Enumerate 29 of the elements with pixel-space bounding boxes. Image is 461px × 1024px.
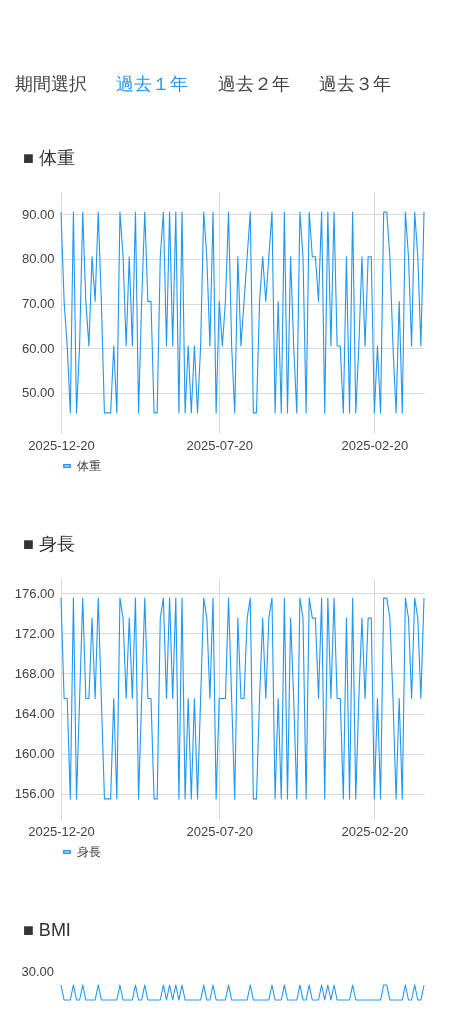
y-tick-label: 70.00 [21, 296, 55, 312]
y-tick-label: 176.00 [14, 585, 55, 601]
y-tick-label: 60.00 [21, 340, 55, 356]
y-tick-label: 172.00 [14, 625, 55, 641]
y-tick-label: 50.00 [21, 385, 55, 401]
y-tick-label: 80.00 [21, 251, 55, 267]
x-tick-label: 2025-07-20 [186, 437, 253, 453]
line-series [60, 211, 425, 414]
y-tick-label: 156.00 [14, 786, 55, 802]
text: 過去２年 [217, 74, 290, 94]
legend-label: 身長 [77, 845, 101, 859]
text: 過去１年 [116, 74, 189, 94]
y-tick-label: 168.00 [14, 665, 55, 681]
y-tick-label: 160.00 [14, 746, 55, 762]
text: 期間選択 [15, 74, 87, 94]
chart-title: ■ 身長 [23, 534, 75, 554]
chart-title: ■ BMI [23, 920, 71, 940]
legend-label: 体重 [77, 459, 101, 473]
text: 30.00 [21, 964, 54, 979]
x-tick-label: 2025-12-20 [28, 437, 95, 453]
x-tick-label: 2025-12-20 [28, 823, 95, 839]
x-tick-label: 2025-02-20 [341, 437, 409, 453]
text: 過去３年 [318, 74, 391, 94]
y-tick-label: 90.00 [21, 206, 55, 222]
x-tick-label: 2025-02-20 [341, 823, 409, 839]
x-tick-label: 2025-07-20 [186, 823, 253, 839]
chart-title: ■ 体重 [23, 148, 75, 168]
y-tick-label: 164.00 [14, 706, 55, 722]
line-series [60, 597, 425, 800]
